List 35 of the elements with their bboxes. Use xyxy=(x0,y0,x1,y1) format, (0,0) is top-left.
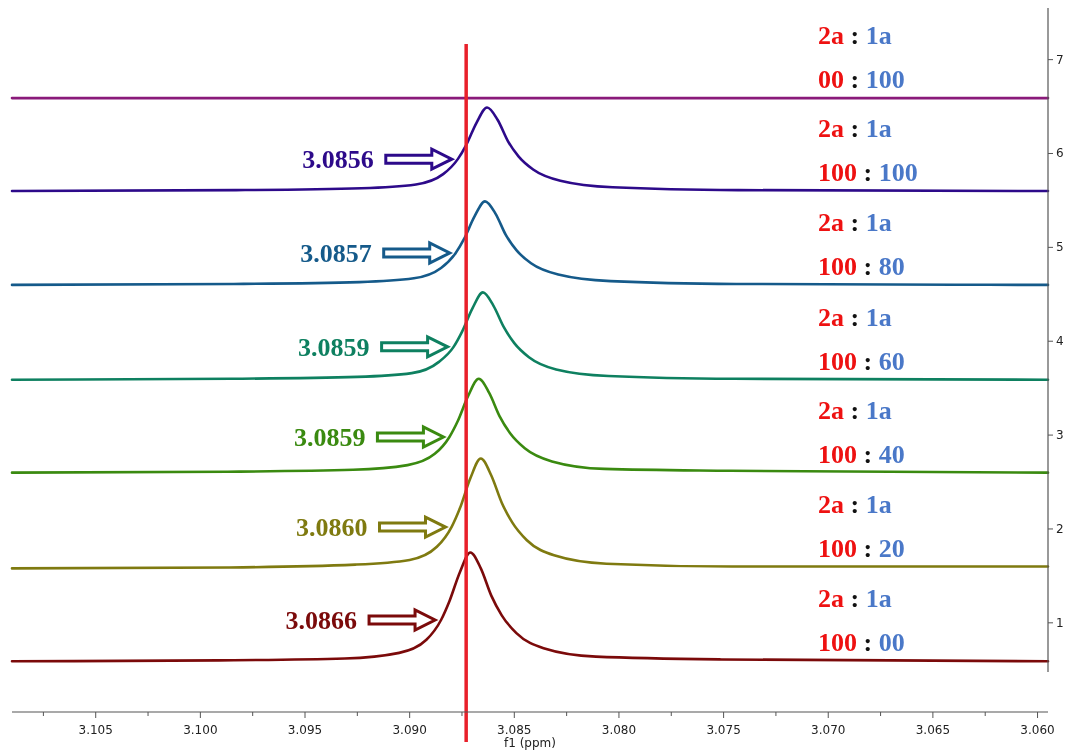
x-tick-label: 3.085 xyxy=(497,723,532,737)
line-series xyxy=(10,377,1050,474)
y-tick-label: 2 xyxy=(1056,521,1064,536)
series-label: 2a : 1a 100 : 00 xyxy=(818,584,905,658)
y-tick-label: 1 xyxy=(1056,615,1064,630)
annotation: 3.0859 xyxy=(293,422,366,452)
series-label: 2a : 1a 100 : 20 xyxy=(818,489,905,563)
line-series xyxy=(10,106,1050,193)
annotation: 3.0866 xyxy=(285,606,358,636)
x-tick-label: 3.065 xyxy=(915,723,951,737)
text: 3.070 xyxy=(811,723,846,737)
x-tick-label: 3.095 xyxy=(287,723,323,737)
line-series xyxy=(10,291,1050,382)
series-label: 2a : 1a 100 : 80 xyxy=(818,207,905,281)
line-series xyxy=(10,200,1050,287)
series-label: 2a : 1a 100 : 100 xyxy=(818,114,918,188)
series-label: 2a : 1a 00 : 100 xyxy=(818,21,905,95)
text: 3.060 xyxy=(1020,723,1055,737)
x-tick-label: 3.105 xyxy=(78,723,113,737)
annotation: 3.0857 xyxy=(300,238,372,268)
x-axis-title: f1 (ppm) xyxy=(504,736,556,750)
text: 3.100 xyxy=(183,723,218,737)
series-label: 2a : 1a 100 : 40 xyxy=(818,395,905,469)
y-tick-label: 3 xyxy=(1056,428,1064,443)
annotation: 3.0859 xyxy=(298,332,370,362)
x-tick-label: 3.075 xyxy=(706,723,741,737)
y-tick-label: 4 xyxy=(1056,334,1064,349)
annotation: 3.0856 xyxy=(302,145,374,175)
text: 3.090 xyxy=(392,723,427,737)
y-tick-label: 5 xyxy=(1056,240,1064,255)
y-tick-label: 6 xyxy=(1056,146,1064,161)
text: 3.080 xyxy=(601,723,637,737)
series-label: 2a : 1a 100 : 60 xyxy=(818,302,905,376)
annotation: 3.0860 xyxy=(296,513,368,543)
y-tick-label: 7 xyxy=(1056,52,1064,67)
